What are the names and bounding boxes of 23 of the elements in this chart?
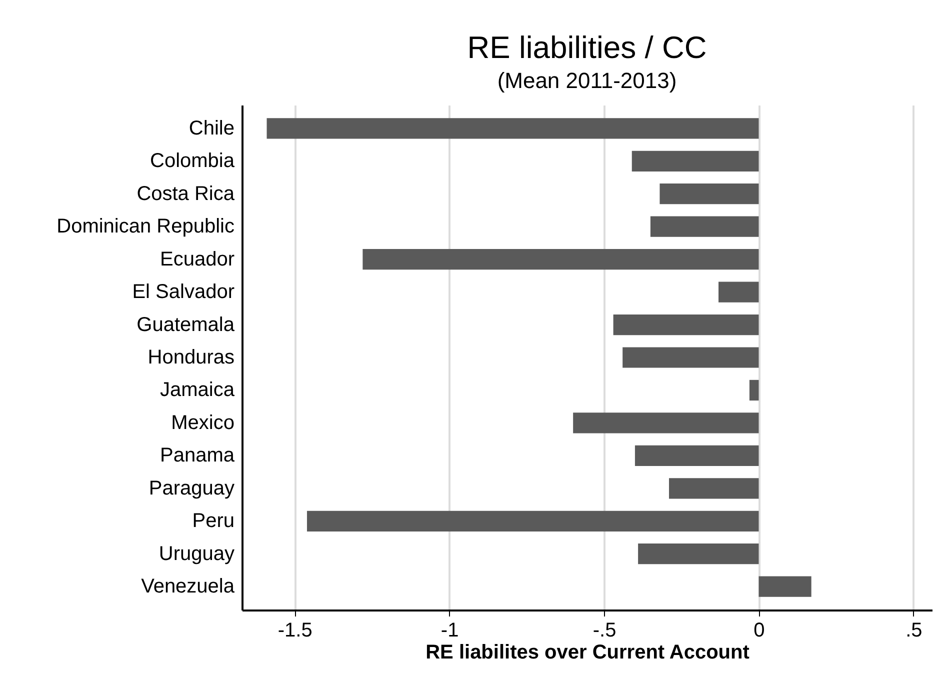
x-tick-label: .5 <box>906 620 922 642</box>
y-tick-label: Venezuela <box>141 576 236 598</box>
y-tick-label: El Salvador <box>132 281 235 304</box>
y-tick-label: Colombia <box>150 150 236 172</box>
x-tick-label: -1 <box>440 620 459 642</box>
x-axis-title: RE liabilites over Current Account <box>426 642 750 664</box>
chart-subtitle: (Mean 2011-2013) <box>497 68 677 93</box>
y-tick-label: Uruguay <box>158 542 234 565</box>
y-tick-label: Ecuador <box>160 248 235 270</box>
y-tick-label: Honduras <box>148 346 234 368</box>
y-tick-label: Dominican Republic <box>56 216 234 238</box>
y-tick-label: Jamaica <box>160 379 236 402</box>
x-tick-label: 0 <box>754 620 765 642</box>
y-tick-label: Chile <box>188 117 234 140</box>
y-tick-label: Peru <box>192 510 234 532</box>
x-tick-label: -1.5 <box>278 620 312 642</box>
y-tick-label: Mexico <box>171 412 234 434</box>
y-tick-label: Guatemala <box>136 314 236 336</box>
y-tick-label: Panama <box>160 444 236 467</box>
y-tick-label: Paraguay <box>148 477 234 500</box>
y-tick-label: Costa Rica <box>136 182 236 205</box>
chart-title: RE liabilities / CC <box>467 30 707 65</box>
x-tick-label: -.5 <box>592 620 616 642</box>
